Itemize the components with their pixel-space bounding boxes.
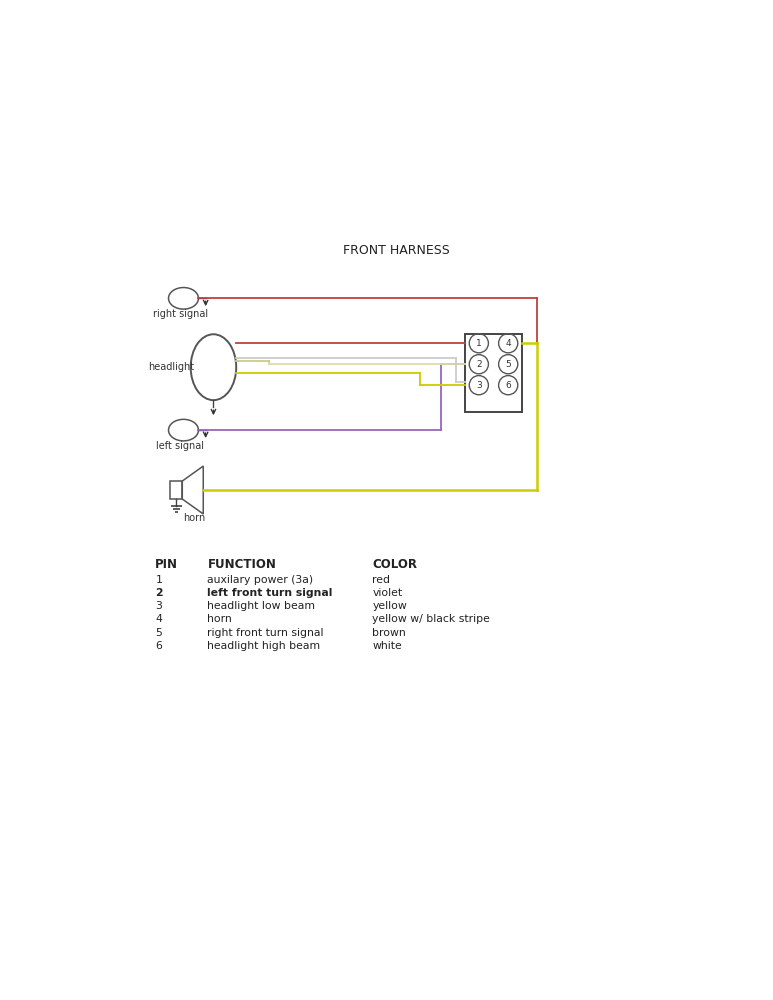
Text: headlight low beam: headlight low beam bbox=[207, 601, 315, 611]
Text: 4: 4 bbox=[155, 614, 162, 624]
Text: violet: violet bbox=[373, 588, 402, 598]
Text: headlight high beam: headlight high beam bbox=[207, 641, 321, 651]
Text: FUNCTION: FUNCTION bbox=[207, 558, 276, 571]
Text: 6: 6 bbox=[155, 641, 162, 651]
Text: 5: 5 bbox=[155, 628, 162, 638]
Text: yellow: yellow bbox=[373, 601, 407, 611]
Bar bbox=[465, 334, 522, 412]
Text: left front turn signal: left front turn signal bbox=[207, 588, 333, 598]
Text: white: white bbox=[373, 641, 402, 651]
Text: 5: 5 bbox=[506, 360, 511, 369]
Text: right front turn signal: right front turn signal bbox=[207, 628, 324, 638]
Bar bbox=[170, 481, 182, 499]
Text: yellow w/ black stripe: yellow w/ black stripe bbox=[373, 614, 490, 624]
Text: left signal: left signal bbox=[156, 441, 205, 451]
Text: 6: 6 bbox=[506, 381, 511, 390]
Text: COLOR: COLOR bbox=[373, 558, 417, 571]
Text: right signal: right signal bbox=[153, 309, 208, 319]
Text: horn: horn bbox=[183, 513, 206, 523]
Text: red: red bbox=[373, 575, 390, 585]
Text: 2: 2 bbox=[155, 588, 163, 598]
Text: 1: 1 bbox=[155, 575, 162, 585]
Text: 4: 4 bbox=[506, 339, 511, 348]
Text: FRONT HARNESS: FRONT HARNESS bbox=[342, 244, 450, 257]
Text: auxilary power (3a): auxilary power (3a) bbox=[207, 575, 314, 585]
Text: 3: 3 bbox=[155, 601, 162, 611]
Text: 3: 3 bbox=[476, 381, 482, 390]
Text: 2: 2 bbox=[476, 360, 482, 369]
Text: 1: 1 bbox=[476, 339, 482, 348]
Text: horn: horn bbox=[207, 614, 232, 624]
Text: headlight: headlight bbox=[148, 362, 195, 372]
Text: PIN: PIN bbox=[155, 558, 179, 571]
Text: brown: brown bbox=[373, 628, 406, 638]
